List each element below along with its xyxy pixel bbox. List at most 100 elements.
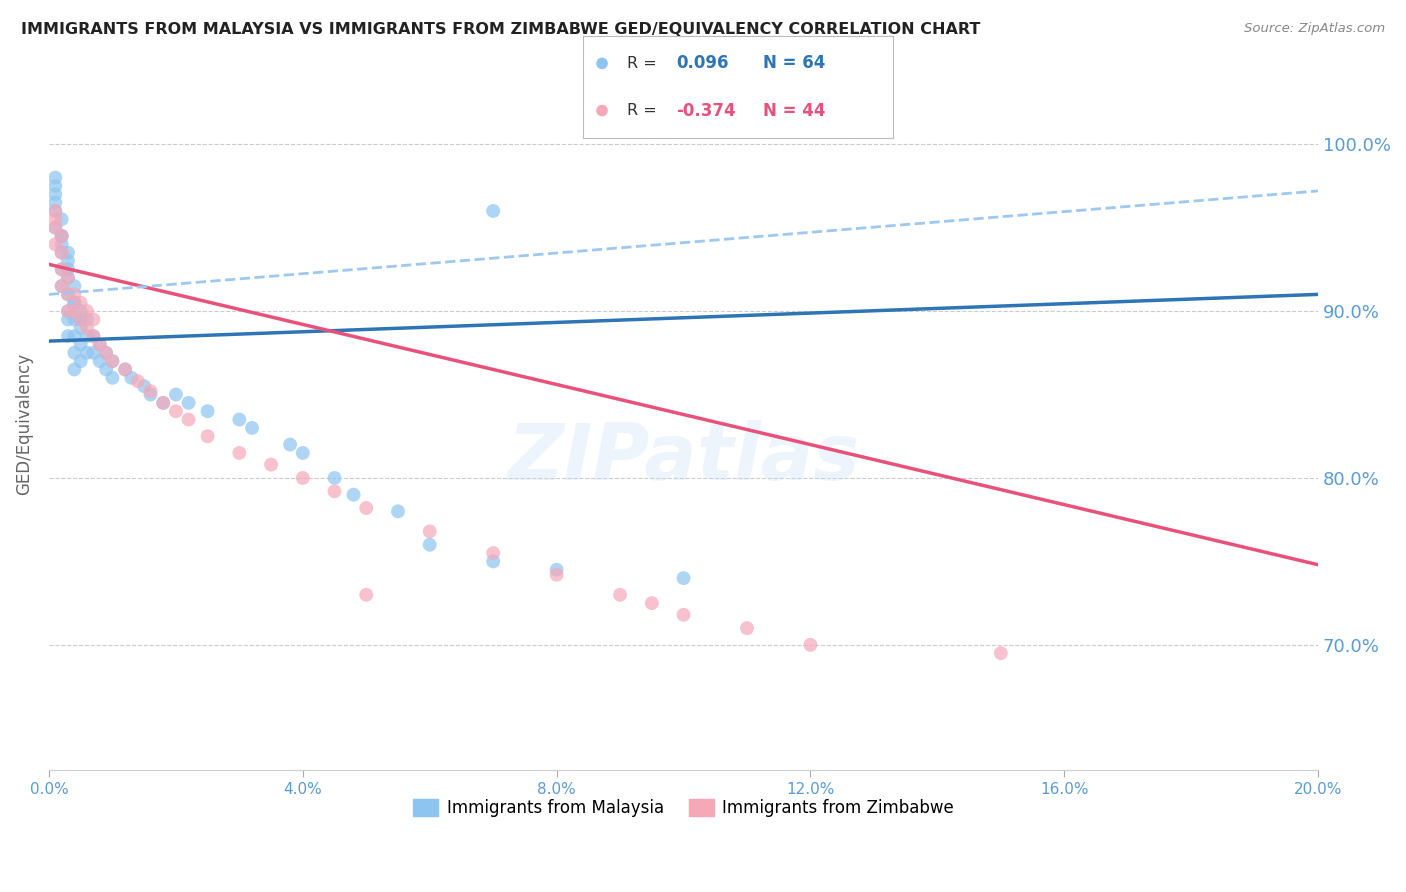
Point [799,638,821,652]
Point [609,588,631,602]
Point [63,346,86,360]
Point [165,387,187,401]
Point [51,279,73,293]
Point [63,279,86,293]
Point [82,329,104,343]
Point [51,279,73,293]
Point [165,404,187,418]
Point [51,245,73,260]
Point [641,596,664,610]
Point [419,524,441,539]
Point [44,170,66,185]
Point [51,229,73,244]
Point [356,588,378,602]
Point [291,471,314,485]
Point [44,187,66,202]
Point [121,371,143,385]
Point [546,567,568,582]
Point [228,412,250,426]
Point [990,646,1012,660]
Point [51,262,73,277]
Point [89,354,111,368]
Point [356,500,378,515]
Point [89,337,111,351]
Point [82,346,104,360]
Point [51,229,73,244]
Point [44,220,66,235]
Point [323,484,346,499]
Point [56,270,79,285]
Text: R =: R = [627,56,657,70]
Point [197,404,219,418]
Point [56,304,79,318]
Point [278,437,301,451]
Point [101,354,124,368]
Point [69,337,91,351]
Point [63,362,86,376]
Point [419,538,441,552]
Point [139,384,162,399]
Point [56,270,79,285]
Point [69,312,91,326]
Point [69,312,91,326]
Text: 0.096: 0.096 [676,54,728,72]
Point [51,229,73,244]
Point [591,56,613,70]
Y-axis label: GED/Equivalency: GED/Equivalency [15,352,32,495]
Point [177,396,200,410]
Point [546,563,568,577]
Point [63,312,86,326]
Text: ZIPatlas: ZIPatlas [508,420,859,496]
Point [672,571,695,585]
Point [56,245,79,260]
Point [482,554,505,568]
Point [56,312,79,326]
Point [63,295,86,310]
Point [56,262,79,277]
Point [101,371,124,385]
Point [94,346,117,360]
Point [672,607,695,622]
Point [735,621,758,635]
Point [323,471,346,485]
Point [152,396,174,410]
Point [76,312,98,326]
Point [260,458,283,472]
Point [76,304,98,318]
Point [82,312,104,326]
Point [482,546,505,560]
Point [63,287,86,301]
Point [76,320,98,334]
Point [197,429,219,443]
Point [76,346,98,360]
Point [76,329,98,343]
Point [291,446,314,460]
Point [482,203,505,218]
Point [134,379,156,393]
Point [94,362,117,376]
Point [387,504,409,518]
Point [63,295,86,310]
Point [56,287,79,301]
Point [240,421,263,435]
Legend: Immigrants from Malaysia, Immigrants from Zimbabwe: Immigrants from Malaysia, Immigrants fro… [406,792,960,824]
Text: R =: R = [627,103,657,118]
Point [591,103,613,118]
Point [69,304,91,318]
Point [56,304,79,318]
Point [152,396,174,410]
Point [94,346,117,360]
Point [44,237,66,252]
Point [101,354,124,368]
Point [44,203,66,218]
Point [44,212,66,227]
Point [228,446,250,460]
Point [63,329,86,343]
Point [63,304,86,318]
Point [56,287,79,301]
Point [44,203,66,218]
Point [44,195,66,210]
Point [177,412,200,426]
Point [82,329,104,343]
Point [51,237,73,252]
